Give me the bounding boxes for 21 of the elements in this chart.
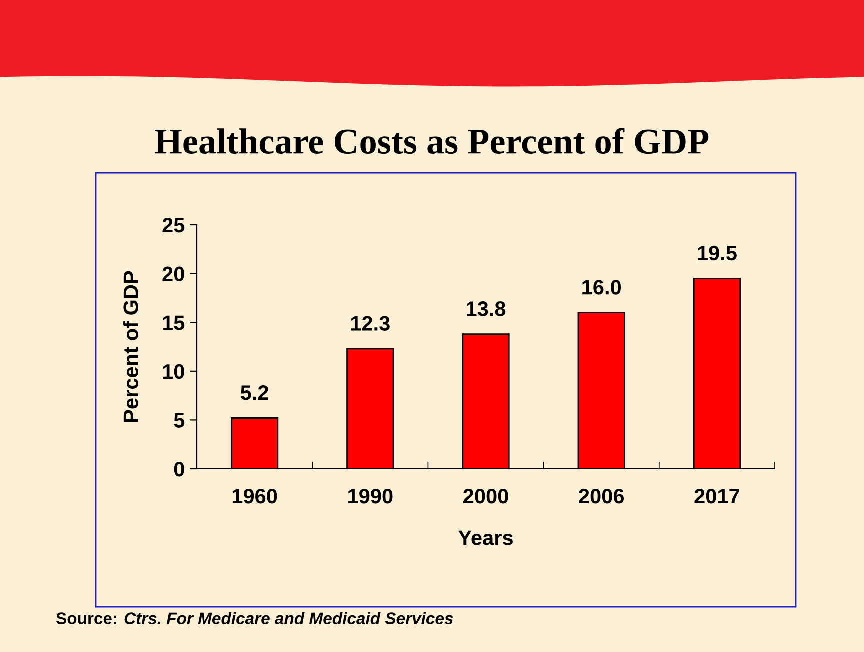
data-label: 5.2 <box>240 385 268 400</box>
chart-title: Healthcare Costs as Percent of GDP <box>154 128 709 154</box>
data-label: 13.8 <box>467 302 506 316</box>
data-label: 12.3 <box>351 316 390 331</box>
source-note: Source: <box>56 612 116 624</box>
x-tick-label: 2006 <box>579 488 624 504</box>
y-tick-label: 10 <box>163 364 184 380</box>
y-tick-label: 15 <box>163 316 185 330</box>
x-tick-label: 2017 <box>694 488 740 504</box>
x-tick-label: 2000 <box>464 488 508 504</box>
x-tick-label: 1990 <box>348 488 393 504</box>
data-label: 16.0 <box>582 280 622 295</box>
y-tick-label: 25 <box>162 218 185 233</box>
y-axis-title: Percent of GDP <box>123 271 138 422</box>
text: Ctrs. For Medicare and Medicaid Services <box>124 612 454 624</box>
y-tick-label: 0 <box>174 462 184 477</box>
x-axis-title: Years <box>458 530 513 546</box>
x-tick-label: 1960 <box>232 488 278 504</box>
data-label: 19.5 <box>698 246 737 261</box>
y-tick-label: 20 <box>162 266 184 282</box>
y-tick-label: 5 <box>174 413 185 428</box>
